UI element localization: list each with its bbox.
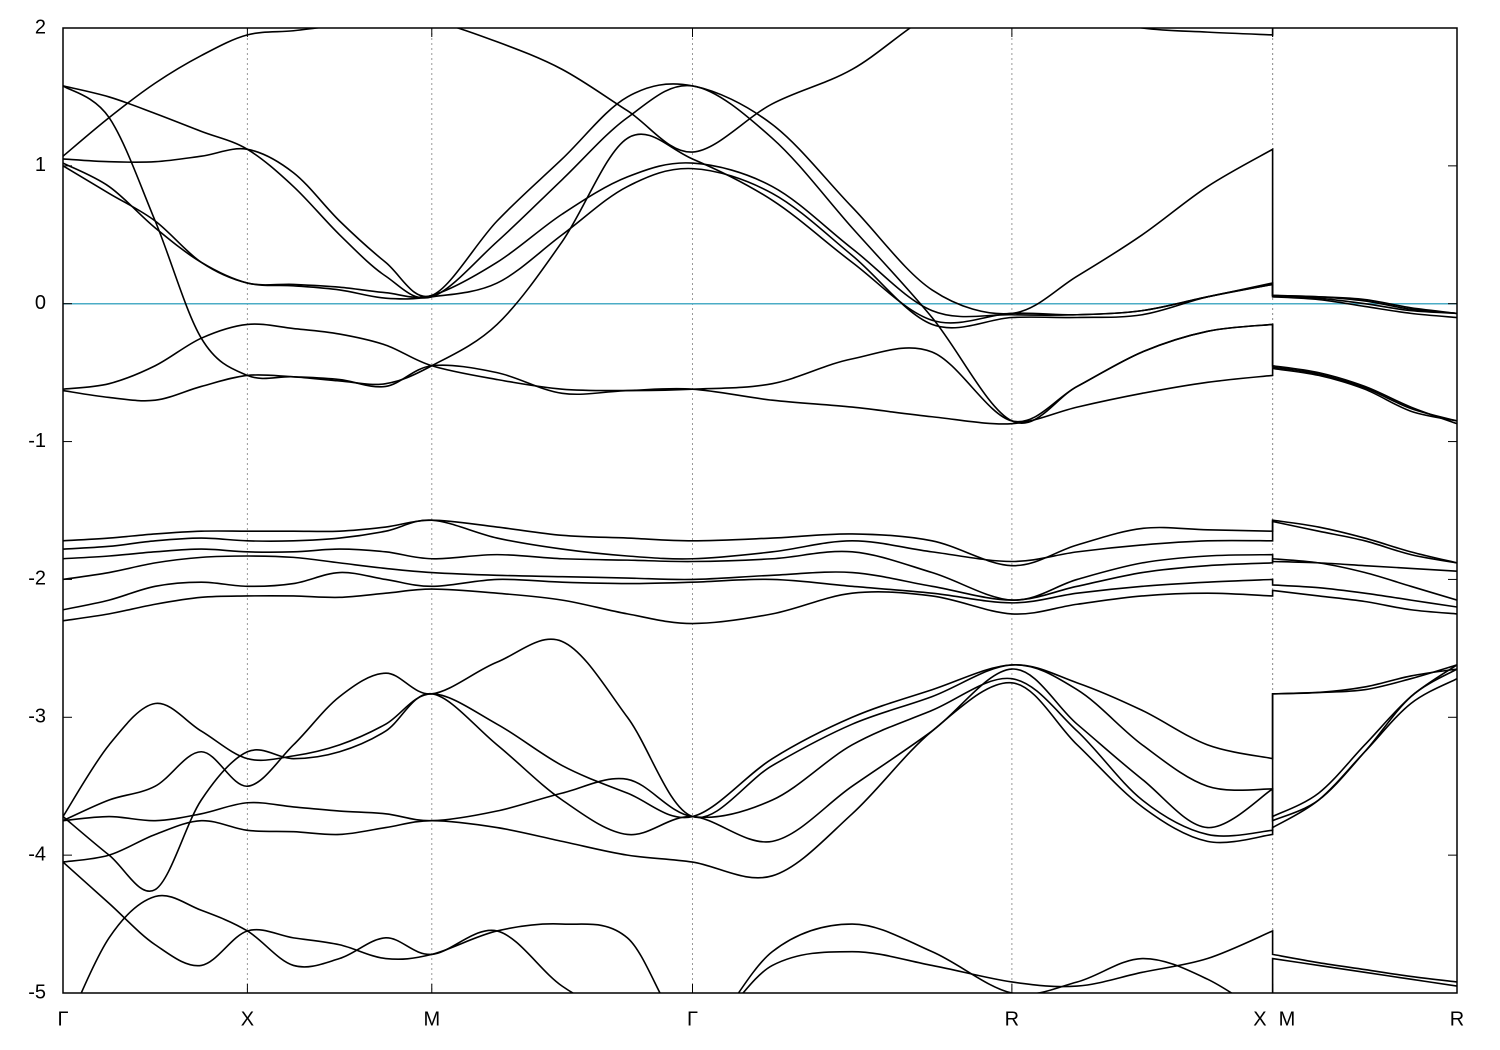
band-line: [63, 519, 1457, 564]
band-line: [63, 323, 1457, 423]
band-line: [63, 162, 1457, 329]
band-line: [63, 548, 1457, 601]
x-tick-label: Γ: [57, 1008, 68, 1030]
x-tick-label: X: [1253, 1008, 1266, 1030]
band-line: [63, 571, 1457, 611]
y-tick-label: -5: [28, 981, 46, 1003]
y-tick-label: 2: [35, 16, 46, 38]
band-line: [63, 555, 1457, 601]
band-line: [63, 588, 1457, 625]
band-line: [63, 28, 1274, 157]
band-line: [63, 664, 1457, 893]
y-tick-label: -4: [28, 843, 46, 865]
y-tick-label: -1: [28, 430, 46, 452]
x-tick-label: R: [1005, 1008, 1019, 1030]
y-tick-label: -3: [28, 706, 46, 728]
x-tick-label: Γ: [687, 1008, 698, 1030]
x-tick-label: M: [423, 1008, 440, 1030]
band-line: [80, 894, 1457, 993]
x-tick-label: R: [1450, 1008, 1464, 1030]
band-line: [63, 364, 1457, 425]
band-line: [63, 83, 1457, 315]
bands: [63, 28, 1457, 993]
y-tick-label: -2: [28, 568, 46, 590]
x-tick-label: X: [241, 1008, 254, 1030]
y-tick-label: 1: [35, 154, 46, 176]
plot-frame: [62, 27, 1458, 994]
band-line: [63, 664, 1457, 819]
band-line: [63, 861, 1457, 993]
band-line: [63, 519, 1457, 567]
x-tick-label: M: [1279, 1008, 1296, 1030]
band-line: [63, 668, 1457, 879]
y-tick-label: 0: [35, 292, 46, 314]
